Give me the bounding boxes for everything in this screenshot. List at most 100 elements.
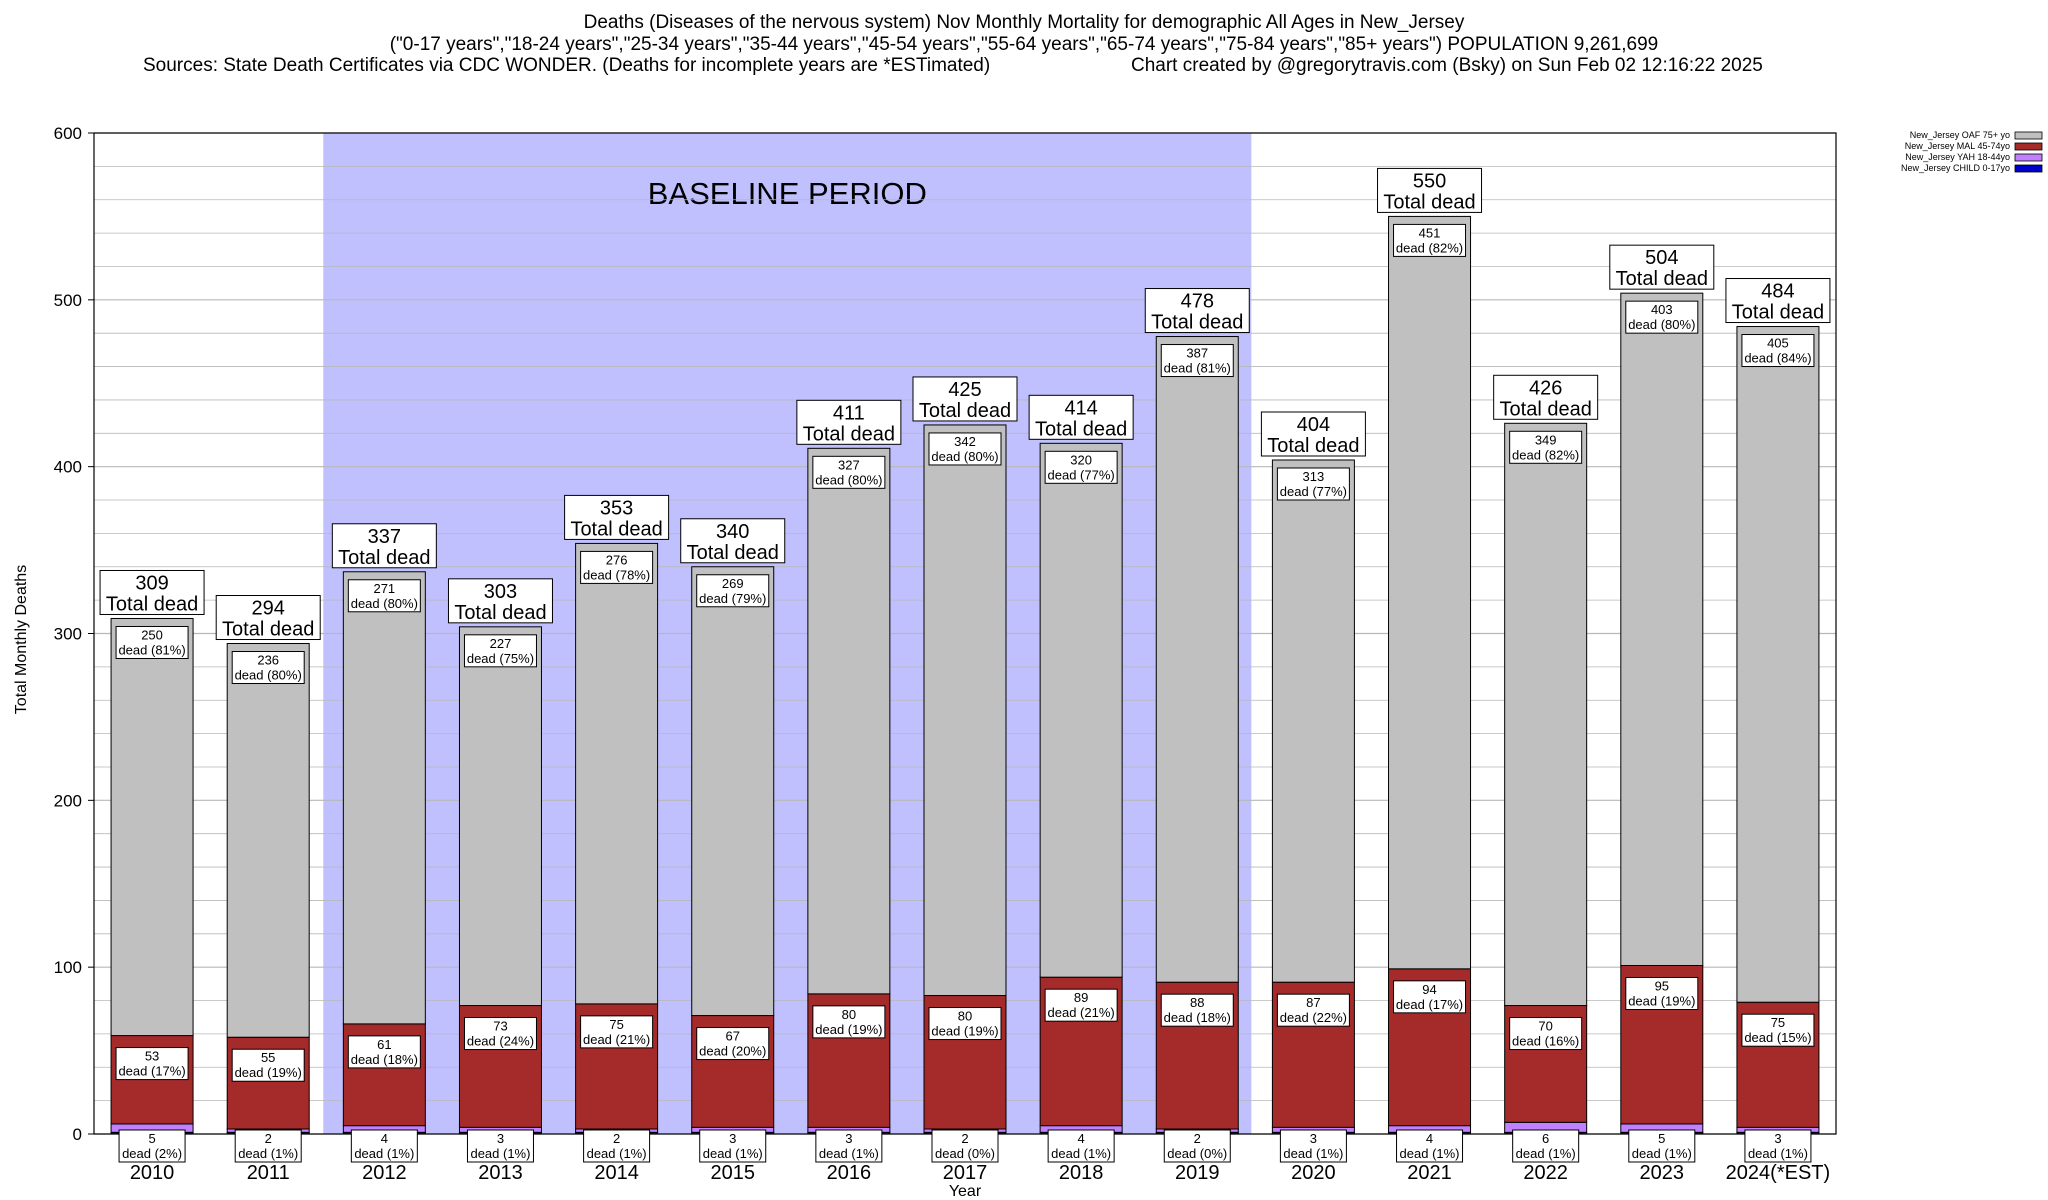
mal-label-box bbox=[812, 1005, 886, 1039]
legend-swatch bbox=[2014, 142, 2043, 151]
total-label-box bbox=[564, 494, 670, 540]
mal-label-value: 89 bbox=[1074, 990, 1088, 1005]
total-label-box bbox=[1377, 167, 1483, 213]
bar-oaf bbox=[807, 447, 891, 995]
oaf-label-value: 320 bbox=[1070, 452, 1092, 467]
total-label-value: 504 bbox=[1645, 247, 1678, 269]
mal-label-value: 80 bbox=[842, 1007, 856, 1022]
yah-label-value: 4 bbox=[1078, 1131, 1085, 1146]
total-label-value: 309 bbox=[135, 572, 168, 594]
bar-oaf bbox=[342, 571, 426, 1025]
total-label-text: Total dead bbox=[1616, 268, 1708, 290]
total-label-text: Total dead bbox=[106, 593, 198, 615]
total-label-text: Total dead bbox=[338, 547, 430, 569]
bar-oaf bbox=[1271, 459, 1355, 983]
oaf-label-value: 342 bbox=[954, 434, 976, 449]
mal-label-pct: dead (17%) bbox=[1396, 997, 1463, 1012]
oaf-label-pct: dead (80%) bbox=[1628, 317, 1695, 332]
total-label-text: Total dead bbox=[803, 423, 895, 445]
total-label-box bbox=[331, 523, 437, 569]
total-label-box bbox=[1725, 278, 1831, 324]
mal-label-pct: dead (21%) bbox=[1048, 1005, 1115, 1020]
legend-label: New_Jersey MAL 45-74yo bbox=[1905, 141, 2010, 151]
oaf-label-pct: dead (79%) bbox=[699, 591, 766, 606]
yah-label-pct: dead (1%) bbox=[238, 1146, 298, 1161]
mal-label-box bbox=[928, 1007, 1002, 1041]
bar-oaf bbox=[1736, 326, 1820, 1003]
mal-label-pct: dead (19%) bbox=[235, 1065, 302, 1080]
mal-label-pct: dead (15%) bbox=[1744, 1030, 1811, 1045]
mal-label-pct: dead (19%) bbox=[1628, 993, 1695, 1008]
total-label-text: Total dead bbox=[570, 518, 662, 540]
mal-label-box bbox=[115, 1047, 189, 1081]
bar-oaf bbox=[923, 424, 1007, 997]
oaf-label-box bbox=[1044, 450, 1118, 484]
mal-label-box bbox=[1741, 1013, 1815, 1047]
oaf-label-value: 271 bbox=[373, 581, 395, 596]
yah-label-box bbox=[466, 1129, 534, 1163]
legend-label: New_Jersey CHILD 0-17yo bbox=[1901, 163, 2010, 173]
x-axis-label: Year bbox=[949, 1183, 982, 1200]
oaf-label-pct: dead (80%) bbox=[931, 449, 998, 464]
y-tick-label: 200 bbox=[54, 791, 82, 810]
total-label-box bbox=[1260, 411, 1366, 457]
total-label-text: Total dead bbox=[1151, 312, 1243, 334]
x-tick-label: 2011 bbox=[247, 1162, 290, 1184]
total-label-value: 294 bbox=[252, 598, 285, 620]
total-label-value: 414 bbox=[1064, 397, 1097, 419]
oaf-label-value: 349 bbox=[1535, 432, 1557, 447]
oaf-label-pct: dead (82%) bbox=[1512, 447, 1579, 462]
oaf-label-pct: dead (77%) bbox=[1048, 467, 1115, 482]
mal-label-pct: dead (19%) bbox=[815, 1022, 882, 1037]
oaf-label-pct: dead (82%) bbox=[1396, 240, 1463, 255]
mal-label-value: 94 bbox=[1422, 982, 1436, 997]
mal-label-value: 67 bbox=[725, 1029, 739, 1044]
yah-label-pct: dead (0%) bbox=[935, 1146, 995, 1161]
total-label-value: 404 bbox=[1297, 414, 1330, 436]
mal-label-value: 70 bbox=[1538, 1019, 1552, 1034]
oaf-label-pct: dead (80%) bbox=[815, 472, 882, 487]
x-tick-label: 2024(*EST) bbox=[1726, 1162, 1831, 1184]
oaf-label-value: 269 bbox=[722, 576, 744, 591]
oaf-label-value: 276 bbox=[606, 552, 628, 567]
y-tick-label: 600 bbox=[54, 124, 82, 143]
yah-label-pct: dead (1%) bbox=[819, 1146, 879, 1161]
baseline-label: BASELINE PERIOD bbox=[648, 176, 927, 211]
yah-label-box bbox=[1628, 1129, 1696, 1163]
oaf-label-box bbox=[1393, 223, 1467, 257]
yah-label-value: 3 bbox=[1774, 1131, 1781, 1146]
yah-label-pct: dead (1%) bbox=[1283, 1146, 1343, 1161]
mal-label-pct: dead (18%) bbox=[1164, 1010, 1231, 1025]
bar-oaf bbox=[1155, 336, 1239, 983]
x-tick-label: 2010 bbox=[130, 1162, 175, 1184]
total-label-box bbox=[912, 376, 1018, 422]
oaf-label-value: 250 bbox=[141, 627, 163, 642]
mal-label-box bbox=[1509, 1017, 1583, 1051]
yah-label-pct: dead (1%) bbox=[470, 1146, 530, 1161]
mal-label-pct: dead (21%) bbox=[583, 1032, 650, 1047]
mal-label-box bbox=[463, 1017, 537, 1051]
bar-oaf bbox=[1039, 442, 1123, 978]
yah-label-value: 2 bbox=[613, 1131, 620, 1146]
oaf-label-value: 451 bbox=[1419, 225, 1441, 240]
oaf-label-box bbox=[580, 550, 654, 584]
yah-label-value: 5 bbox=[1658, 1131, 1665, 1146]
total-label-box bbox=[680, 518, 786, 564]
mal-label-box bbox=[696, 1027, 770, 1061]
mal-label-pct: dead (16%) bbox=[1512, 1034, 1579, 1049]
yah-label-pct: dead (1%) bbox=[1748, 1146, 1808, 1161]
chart-credit: Chart created by @gregorytravis.com (Bsk… bbox=[1131, 55, 1763, 76]
mal-label-box bbox=[580, 1015, 654, 1049]
total-label-value: 303 bbox=[484, 581, 517, 603]
total-label-text: Total dead bbox=[1732, 302, 1824, 324]
oaf-label-box bbox=[812, 455, 886, 489]
total-label-text: Total dead bbox=[1383, 191, 1475, 213]
total-label-value: 337 bbox=[368, 526, 401, 548]
x-tick-label: 2015 bbox=[710, 1162, 755, 1184]
yah-label-value: 2 bbox=[1194, 1131, 1201, 1146]
y-tick-label: 400 bbox=[54, 458, 82, 477]
total-label-box bbox=[1028, 394, 1134, 440]
y-tick-label: 0 bbox=[73, 1125, 82, 1144]
yah-label-box bbox=[815, 1129, 883, 1163]
